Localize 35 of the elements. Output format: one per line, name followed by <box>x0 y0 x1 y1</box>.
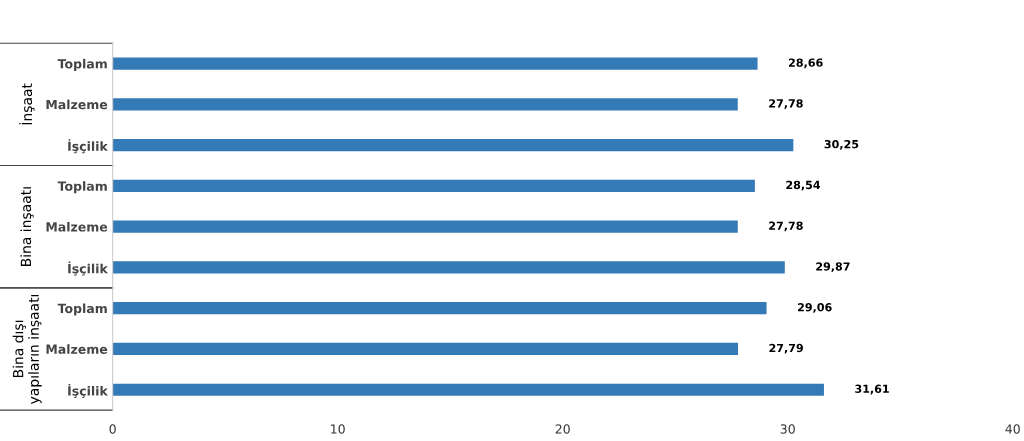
data-label: 29,06 <box>797 303 832 313</box>
bar <box>112 302 767 315</box>
data-label: 27,78 <box>769 99 803 110</box>
x-tick-label: 30 <box>780 424 795 434</box>
y-tick-label: Toplam <box>57 181 107 194</box>
y-tick-label: İşçilik <box>68 383 109 398</box>
bar <box>112 179 755 193</box>
bar <box>112 220 738 233</box>
bar <box>112 383 824 396</box>
text: Bina inşaatı <box>20 187 34 266</box>
x-tick-label: 0 <box>109 424 116 434</box>
data-label: 28,54 <box>786 180 821 191</box>
bar <box>112 57 758 70</box>
data-label: 29,87 <box>816 262 850 273</box>
data-label: 30,25 <box>824 139 859 150</box>
text: İnşaat <box>19 83 35 125</box>
bar <box>112 342 738 356</box>
y-tick-label: İşçilik <box>68 139 109 154</box>
y-tick-label: İşçilik <box>68 261 109 276</box>
data-label: 27,78 <box>769 221 803 232</box>
y-tick-label: Toplam <box>57 58 107 71</box>
x-tick-label: 10 <box>331 424 345 434</box>
y-tick-label: Malzeme <box>46 99 108 110</box>
y-tick-label: Malzeme <box>46 344 108 354</box>
data-label: 27,79 <box>769 343 803 354</box>
data-label: 28,66 <box>788 58 823 69</box>
x-tick-label: 20 <box>555 424 570 434</box>
data-label: 31,61 <box>855 384 889 395</box>
y-tick-label: Toplam <box>57 303 107 316</box>
x-tick-label: 40 <box>1005 424 1020 434</box>
bar <box>112 139 794 152</box>
y-tick-label: Malzeme <box>46 221 108 232</box>
bar <box>112 98 738 111</box>
text: Bina dışı yapıların inşaatı <box>12 294 42 404</box>
bar <box>112 261 785 274</box>
